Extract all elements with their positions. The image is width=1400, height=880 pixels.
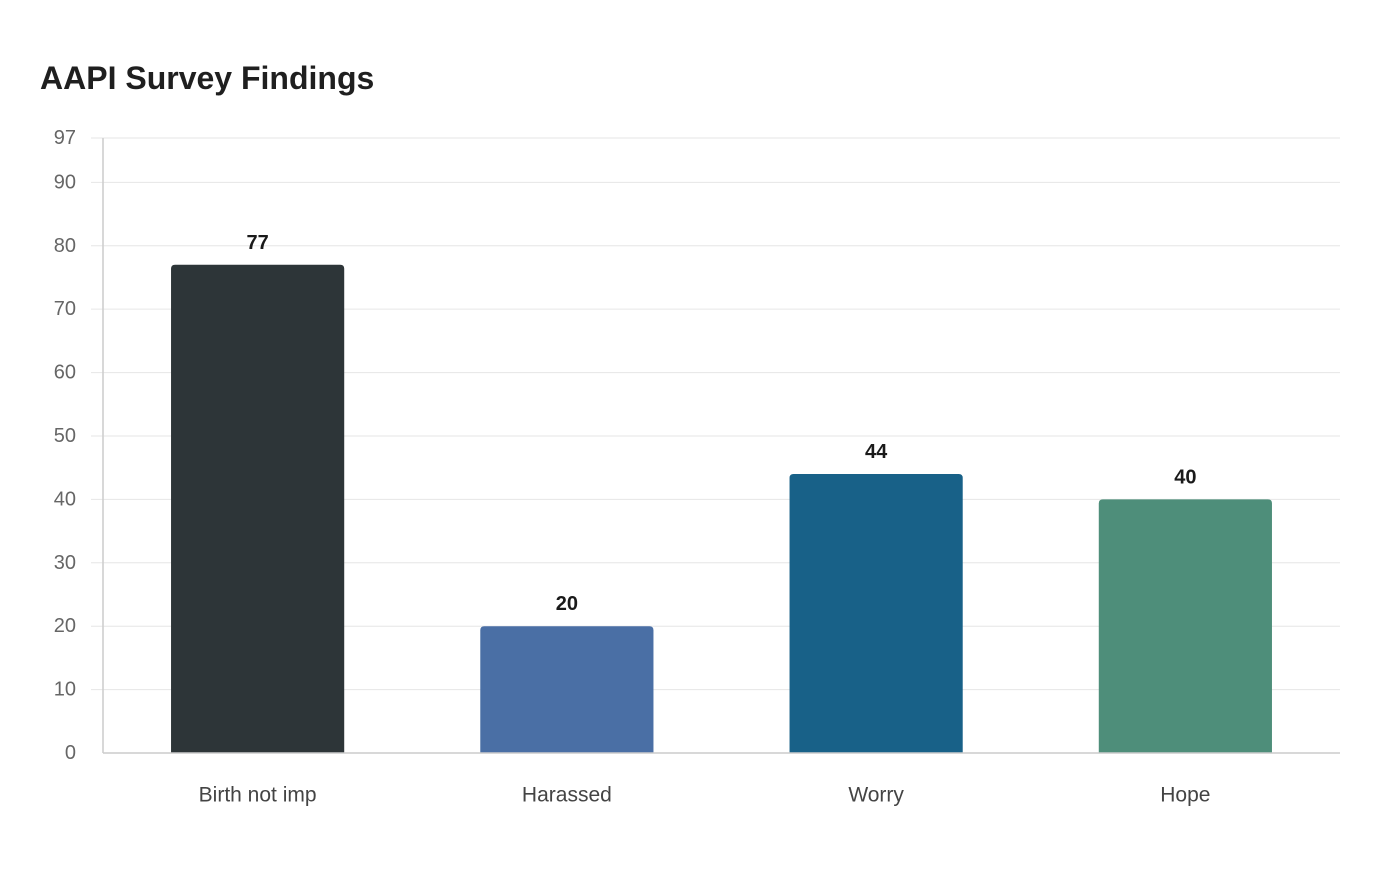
y-tick-label: 80 (54, 235, 76, 257)
axes (102, 138, 1340, 754)
bar (1098, 499, 1272, 753)
bar (480, 626, 654, 753)
y-tick-label: 20 (54, 615, 76, 637)
y-tick-label: 50 (54, 425, 76, 447)
x-tick-label: Harassed (522, 784, 612, 807)
x-tick-label: Hope (1160, 784, 1210, 807)
bar (171, 264, 345, 753)
x-tick-label: Birth not imp (199, 784, 317, 807)
y-tick-label: 60 (54, 362, 76, 384)
data-label: 20 (556, 593, 578, 615)
chart-title: AAPI Survey Findings (40, 60, 375, 96)
y-tick-label: 70 (54, 298, 76, 320)
labels: 0 10 20 30 40 50 60 70 80 90 97 77 Birth not imp 20 Ha… (54, 127, 1211, 807)
y-tick-label: 0 (65, 742, 76, 764)
y-tick-label: 30 (54, 552, 76, 574)
y-tick-label: 90 (54, 171, 76, 193)
x-tick-label: Worry (848, 784, 904, 807)
data-label: 44 (865, 441, 888, 463)
bars (171, 264, 1272, 753)
data-label: 40 (1174, 466, 1196, 488)
bar (789, 474, 963, 753)
y-tick-label: 97 (54, 127, 76, 149)
y-tick-label: 40 (54, 488, 76, 510)
data-label: 77 (247, 232, 269, 254)
y-tick-label: 10 (54, 679, 76, 701)
